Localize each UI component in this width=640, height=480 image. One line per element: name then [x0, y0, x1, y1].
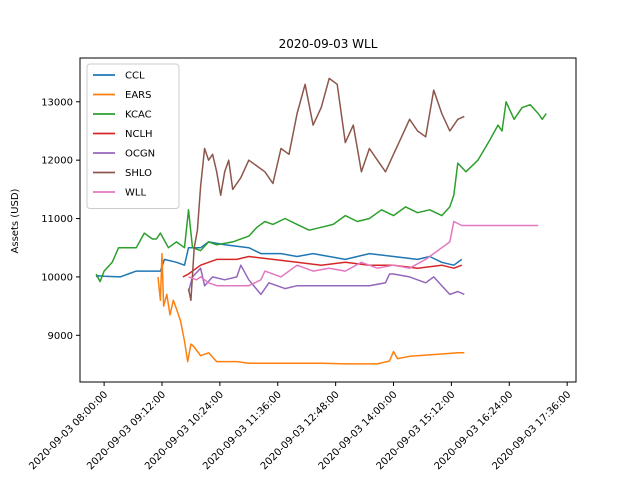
legend: CCL EARS KCAC NCLH OCGN SHLO WLL: [86, 63, 180, 209]
y-axis-label: Assets (USD): [10, 188, 21, 253]
y-tick-label: 9000: [48, 331, 73, 342]
y-tick-label: 12000: [41, 156, 73, 167]
y-axis: 9000 10000 11000 12000 13000: [41, 97, 80, 342]
series-line-kcac: [95, 101, 547, 283]
series-line-wll: [188, 220, 539, 287]
legend-label-ocgn: OCGN: [125, 149, 155, 160]
plot-frame: [79, 57, 577, 383]
chart-title: 2020-09-03 WLL: [279, 37, 378, 51]
legend-label-nclh: NCLH: [125, 129, 153, 140]
series-line-nclh: [182, 255, 463, 278]
y-tick-label: 13000: [41, 97, 73, 108]
legend-label-ccl: CCL: [125, 71, 145, 82]
legend-label-wll: WLL: [125, 188, 146, 199]
legend-label-shlo: SHLO: [125, 168, 152, 179]
series-line-ocgn: [187, 264, 465, 296]
series-line-ccl: [95, 241, 463, 278]
y-tick-label: 11000: [41, 214, 73, 225]
y-tick-label: 10000: [41, 272, 73, 283]
legend-label-kcac: KCAC: [125, 110, 152, 121]
series-line-ears: [157, 252, 465, 365]
series-line-shlo: [187, 77, 465, 302]
legend-label-ears: EARS: [125, 90, 151, 101]
series-layer: [95, 77, 547, 365]
